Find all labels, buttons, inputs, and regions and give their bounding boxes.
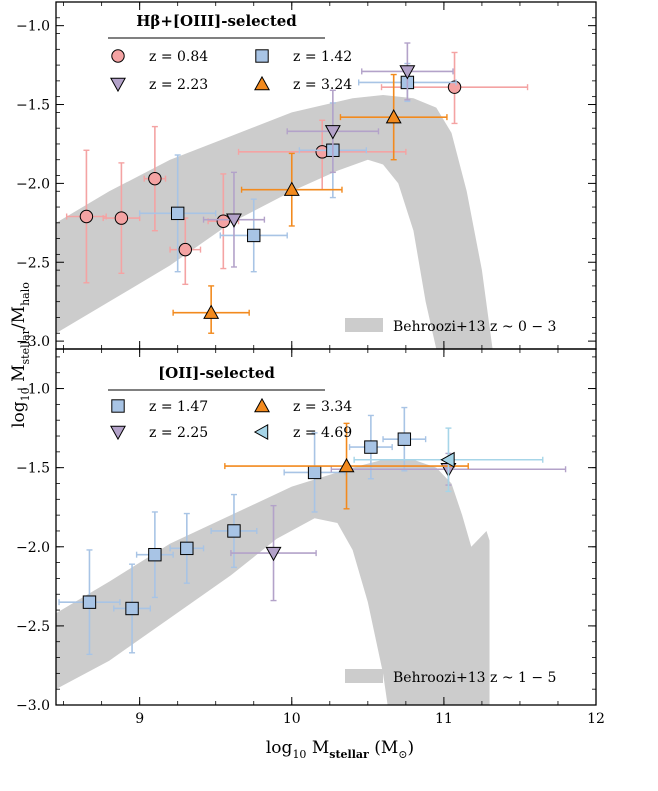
data-point-square [82,595,97,609]
legend-band-label: Behroozi+13 z ~ 1 − 5 [393,670,556,686]
series-triangle-left [353,427,544,493]
ticks: −3.0 −2.5 −2.0 −1.5 −1.0 [16,2,597,350]
legend: [OII]-selected z = 1.47 z = 2.25 z = 3.34 z … [108,364,556,686]
y-tick-label: −3.0 [16,334,50,350]
ticks: −3.0 −2.5 −2.0 −1.5 −1.0 9 10 11 12 [16,349,605,727]
legend-entry-label: z = 2.25 [149,425,208,441]
y-tick-label: −1.0 [16,19,50,35]
data-point-circle [447,80,462,94]
data-point-square [125,601,139,616]
data-point-square [364,440,378,454]
y-tick-label: −1.0 [16,382,50,398]
legend-entry-label: z = 1.47 [149,399,208,415]
legend-marker-triangle-down [110,77,126,93]
data-point-square [180,541,194,556]
data-point-triangle-up [385,108,402,124]
legend-entry-label: z = 0.84 [149,49,208,65]
series-triangle-down [202,42,454,268]
data-point-triangle-down [265,546,282,562]
behroozi-band [56,95,493,349]
data-point-circle [79,209,94,224]
data-point-square [247,228,261,243]
data-point-square [227,524,241,538]
y-tick-label: −2.5 [16,255,50,271]
x-tick-label: 12 [587,711,605,727]
legend-marker-triangle-up [254,75,270,91]
data-point-triangle-up [283,181,300,196]
legend-entry-label: z = 1.42 [293,49,352,65]
data-point-triangle-down [324,125,341,140]
data-point-circle [114,211,129,225]
data-point-circle [216,214,231,228]
legend-marker-triangle-up [254,397,270,413]
x-tick-label: 10 [283,711,301,727]
legend: Hβ+[OIII]-selected z = 0.84 z = 1.42 z = 2.… [108,12,556,335]
y-axis-label: log10 Mstellar/Mhalo [9,282,32,428]
legend-entry-label: z = 4.69 [293,425,352,441]
legend-entry-label: z = 2.23 [149,77,208,93]
data-point-triangle-up [203,304,220,319]
y-tick-label: −2.0 [16,176,50,192]
bottom-panel: −3.0 −2.5 −2.0 −1.5 −1.0 9 10 11 12 [OII]-selecte… [16,348,605,727]
series-triangle-up [172,73,448,334]
legend-entry-label: z = 3.24 [293,77,352,93]
plot-area [56,406,567,705]
x-tick-label: 11 [435,711,453,727]
y-tick-label: −2.0 [16,540,50,556]
legend-marker-square [255,49,269,63]
legend-band-swatch [345,669,383,683]
legend-band-swatch [345,318,383,332]
data-point-circle [178,242,192,257]
legend-marker-circle [111,49,125,63]
legend-marker-triangle-down [110,425,126,441]
series-triangle-up [224,422,469,510]
data-point-square [397,432,412,446]
y-tick-label: −1.5 [16,461,50,477]
data-point-triangle-left [440,451,455,468]
y-tick-label: −3.0 [16,698,50,714]
y-tick-label: −1.5 [16,98,50,114]
legend-marker-square [111,399,125,413]
x-tick-label: 9 [135,711,144,727]
data-point-triangle-down [399,65,416,80]
series-square [58,406,427,656]
legend-title: Hβ+[OIII]-selected [136,12,297,30]
plot-area [56,42,529,349]
axes-frame [55,348,597,706]
top-panel: −3.0 −2.5 −2.0 −1.5 −1.0 Hβ+[OIII]-selected z … [16,1,597,350]
legend-marker-triangle-left [253,424,269,440]
data-point-square [307,465,322,480]
data-point-triangle-up [338,457,355,473]
data-point-square [170,206,185,221]
data-point-square [148,547,162,562]
legend-title: [OII]-selected [158,364,275,382]
behroozi-band [56,459,490,705]
y-tick-label: −2.5 [16,619,50,635]
legend-entry-label: z = 3.34 [293,399,352,415]
x-axis-label: log10 Mstellar (M⊙) [266,738,414,761]
data-point-circle [148,171,162,186]
legend-band-label: Behroozi+13 z ~ 0 − 3 [393,319,556,335]
data-point-triangle-down [225,213,242,228]
